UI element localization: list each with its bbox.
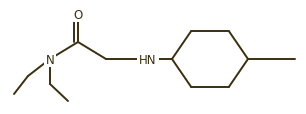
Text: O: O <box>73 8 83 21</box>
Text: HN: HN <box>139 53 157 66</box>
Text: N: N <box>46 53 54 66</box>
